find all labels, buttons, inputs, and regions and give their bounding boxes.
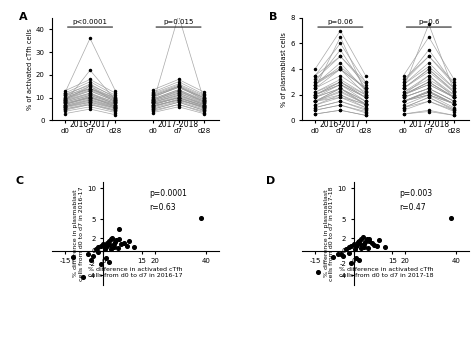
Point (114, 245, 121, 251)
Point (355, 257, 363, 263)
Point (97, 261, 105, 267)
Point (358, 236, 365, 242)
Point (360, 241, 368, 247)
Point (360, 245, 368, 250)
Point (108, 246, 115, 252)
Point (102, 255, 110, 261)
X-axis label: % difference in activated cTfh
cells from d0 to d7 in 2016-17: % difference in activated cTfh cells fro… (88, 267, 183, 278)
Point (111, 240, 119, 245)
Point (373, 243, 381, 248)
Point (375, 237, 383, 243)
Point (197, 215, 205, 221)
Text: 2016-2017: 2016-2017 (319, 120, 361, 130)
Point (354, 240, 361, 245)
Point (69, 254, 76, 260)
Point (112, 237, 120, 243)
Text: p=0.003: p=0.003 (399, 189, 432, 198)
Point (101, 246, 109, 252)
Point (92, 246, 100, 252)
Point (345, 250, 352, 256)
Text: r=0.47: r=0.47 (399, 203, 426, 212)
Point (105, 239, 112, 244)
Point (340, 253, 347, 258)
Point (353, 255, 360, 261)
Point (368, 240, 375, 246)
Point (381, 244, 388, 250)
Point (84, 251, 92, 257)
Point (125, 239, 133, 244)
Point (115, 236, 123, 242)
Point (362, 239, 369, 245)
Point (358, 245, 365, 251)
Point (353, 244, 360, 249)
Point (106, 242, 114, 248)
Point (314, 269, 321, 275)
Text: B: B (269, 12, 277, 22)
Point (110, 241, 118, 247)
Point (115, 226, 123, 232)
Y-axis label: % of activated cTfh cells: % of activated cTfh cells (27, 28, 33, 110)
Point (123, 243, 130, 248)
Text: A: A (19, 12, 27, 22)
Text: D: D (266, 176, 275, 186)
Point (337, 251, 345, 257)
Point (120, 240, 128, 246)
Y-axis label: % difference in plasmablast
cells from d0 to d7 in 2016-17: % difference in plasmablast cells from d… (73, 186, 84, 281)
Point (345, 244, 352, 250)
Text: p<0.0001: p<0.0001 (73, 19, 108, 25)
Point (87, 257, 94, 263)
Text: 2017-2018: 2017-2018 (158, 120, 199, 130)
Point (347, 260, 355, 266)
Point (359, 235, 366, 240)
Point (97, 243, 105, 248)
Point (109, 235, 116, 241)
Point (118, 241, 125, 247)
Point (105, 259, 112, 265)
Point (79, 274, 87, 279)
Point (94, 250, 102, 255)
Text: C: C (16, 176, 24, 186)
Point (350, 241, 357, 247)
Point (335, 251, 342, 257)
X-axis label: % difference in activated cTfh
cells from d0 to d7 in 2017-18: % difference in activated cTfh cells fro… (338, 267, 433, 278)
Text: p=0.06: p=0.06 (328, 19, 353, 25)
Point (102, 244, 110, 250)
Point (371, 242, 378, 248)
Text: p=0.6: p=0.6 (418, 19, 439, 25)
Text: p=0.015: p=0.015 (164, 19, 194, 25)
Point (108, 236, 115, 242)
Point (103, 240, 111, 246)
Point (363, 236, 370, 242)
Point (90, 253, 97, 258)
Point (347, 243, 355, 248)
Point (102, 244, 110, 249)
Point (355, 238, 363, 244)
Point (329, 254, 337, 260)
Point (342, 246, 350, 252)
Point (130, 245, 138, 250)
Point (110, 245, 118, 250)
Point (364, 245, 372, 251)
Y-axis label: % difference in plasmablast
cells from d0 to d7 in 2017-18: % difference in plasmablast cells from d… (324, 186, 334, 281)
Point (447, 215, 455, 221)
Point (100, 241, 107, 247)
Text: 2016-2017: 2016-2017 (69, 120, 111, 130)
Point (365, 239, 373, 244)
Point (351, 246, 359, 252)
Point (356, 241, 364, 247)
Point (353, 243, 360, 248)
Text: p=0.0001: p=0.0001 (149, 189, 187, 198)
Y-axis label: % of plasmablast cells: % of plasmablast cells (282, 32, 288, 106)
Point (365, 236, 373, 242)
Point (94, 245, 102, 250)
Text: r=0.63: r=0.63 (149, 203, 175, 212)
Text: 2017-2018: 2017-2018 (408, 120, 449, 130)
